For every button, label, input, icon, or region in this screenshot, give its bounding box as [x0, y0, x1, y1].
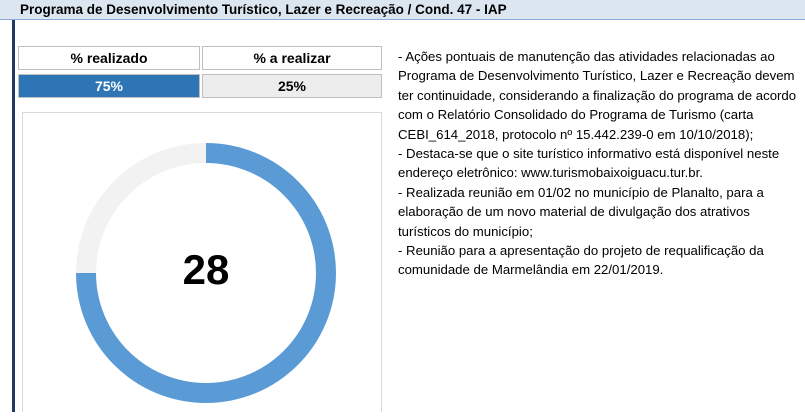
note: - Destaca-se que o site turístico inform… — [398, 146, 780, 181]
note: - Ações pontuais de manutenção das ativi… — [398, 49, 797, 142]
chart-panel: 28 — [22, 112, 382, 412]
note: - Realizada reunião em 01/02 no municípi… — [398, 184, 764, 239]
header-cell: % realizado — [18, 46, 200, 70]
chart: 28 — [76, 143, 336, 403]
donut-segment — [76, 143, 206, 273]
header-cell: % a realizar — [202, 46, 382, 70]
note: - Reunião para a apresentação do projeto… — [398, 243, 764, 278]
title-bar: Programa de Desenvolvimento Turístico, L… — [0, 0, 805, 20]
notes: - Ações pontuais de manutenção das ativi… — [398, 47, 800, 280]
left-border — [12, 20, 15, 412]
value-cell: 25% — [202, 74, 382, 98]
value-cell: 75% — [18, 74, 200, 98]
center-label: 28 — [183, 246, 230, 293]
